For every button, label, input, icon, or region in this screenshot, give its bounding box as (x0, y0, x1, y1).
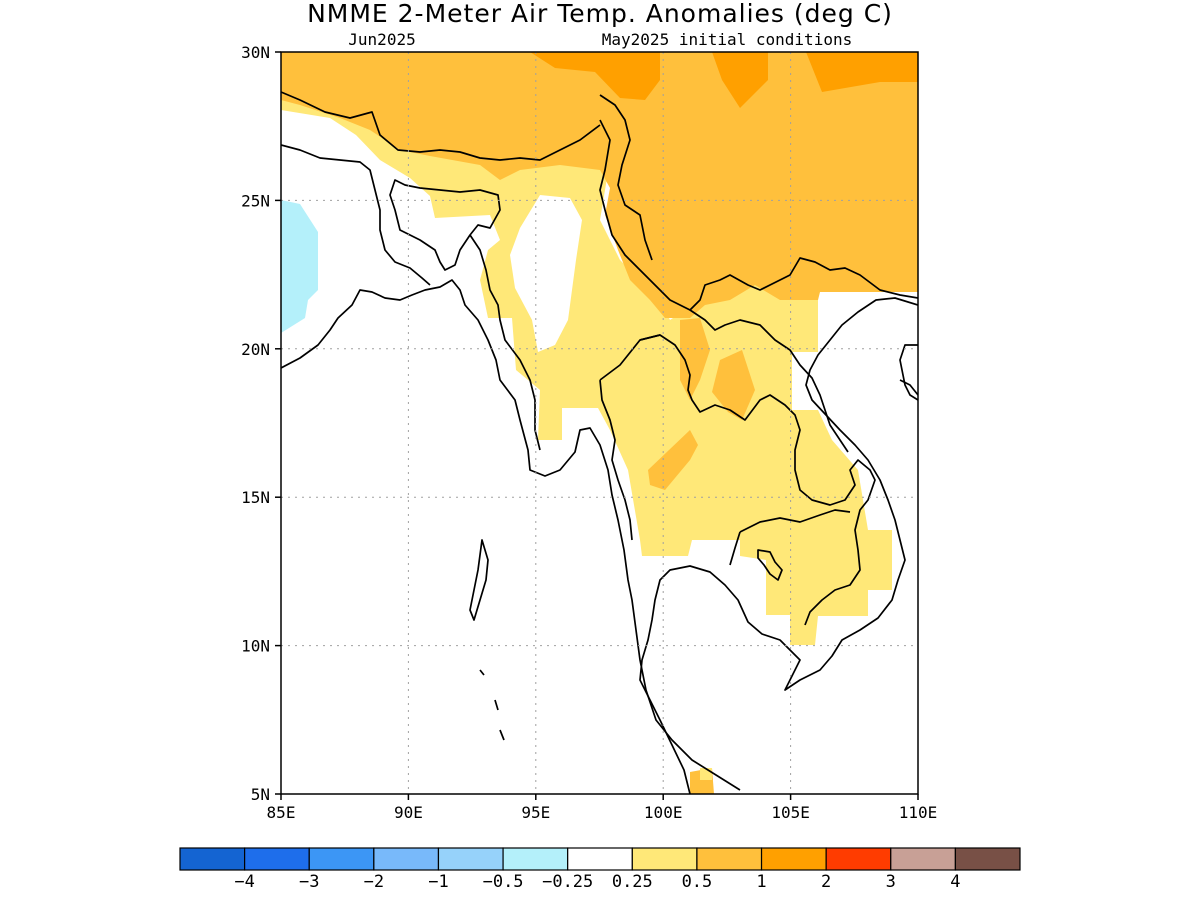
anomaly-region-negative-bay-of-bengal (281, 200, 318, 333)
colorbar-swatch (954, 847, 1021, 871)
colorbar-swatch (179, 847, 246, 871)
x-tick-label: 95E (521, 803, 550, 822)
lake-tonle-sap (757, 549, 783, 581)
x-axis-labels: 85E 90E 95E 100E 105E 110E (267, 803, 938, 822)
border-myanmar (469, 119, 918, 451)
border-india-north (281, 144, 431, 286)
border-laos-vietnam (689, 309, 849, 453)
x-tick-label: 110E (899, 803, 938, 822)
colorbar-swatch (244, 847, 310, 871)
anomaly-region-0.5-1-thailand (648, 430, 698, 490)
border-thailand-myanmar (599, 334, 661, 541)
near-normal-region-myanmar (510, 195, 582, 352)
x-tick-label: 105E (771, 803, 810, 822)
colorbar-label: 2 (821, 872, 831, 892)
colorbar-label: 0.25 (612, 872, 653, 892)
colorbar-label: −4 (234, 872, 254, 892)
map-gridlines (281, 52, 918, 794)
island-andaman (469, 539, 489, 621)
main-title: NMME 2-Meter Air Temp. Anomalies (deg C) (307, 0, 893, 28)
y-tick-label: 10N (241, 637, 270, 656)
border-bangladesh-east (389, 179, 501, 271)
border-china-east (599, 94, 653, 261)
colorbar-swatch (308, 847, 375, 871)
border-thailand-laos (639, 334, 876, 626)
anomaly-region-0.25-0.5-malaysia (700, 768, 712, 780)
colorbar: −4 −3 −2 −1 −0.5 −0.25 0.25 0.5 1 2 3 4 (179, 847, 1021, 892)
colorbar-swatch (890, 847, 956, 871)
colorbar-label: −1 (428, 872, 448, 892)
subtitle-initial-conditions: May2025 initial conditions (602, 30, 852, 49)
coastline-thailand-gulf (639, 297, 918, 794)
y-tick-label: 20N (241, 340, 270, 359)
colorbar-label: 1 (756, 872, 766, 892)
border-cambodia (729, 509, 851, 566)
y-tick-label: 5N (251, 785, 270, 804)
y-tick-label: 25N (241, 191, 270, 210)
colorbar-label: −2 (364, 872, 384, 892)
island-hainan (899, 379, 918, 396)
axis-tick-marks (275, 51, 919, 800)
subtitle-month: Jun2025 (348, 30, 415, 49)
colorbar-swatch (825, 847, 892, 871)
coastline-vietnam-north (899, 344, 918, 401)
anomaly-region-0.5-1-laos-east (712, 350, 755, 420)
island-nicobar (479, 669, 505, 741)
colorbar-swatch (567, 847, 633, 871)
colorbar-swatch (373, 847, 440, 871)
anomaly-region-0.25-0.5 (281, 100, 892, 645)
y-axis-labels: 5N 10N 15N 20N 25N 30N (241, 43, 270, 804)
y-tick-label: 15N (241, 488, 270, 507)
colorbar-swatch (502, 847, 569, 871)
colorbar-swatch (437, 847, 504, 871)
coastlines-and-borders (281, 91, 918, 794)
colorbar-label: 4 (950, 872, 960, 892)
anomaly-region-0.5-1-laos (680, 318, 710, 400)
colorbar-label: −0.5 (483, 872, 524, 892)
anomaly-region-1-2-east (806, 52, 918, 92)
anomaly-region-1-2-tibet (530, 52, 660, 100)
x-tick-label: 100E (644, 803, 683, 822)
anomaly-region-0.5-1 (281, 52, 918, 318)
colorbar-label: −0.25 (542, 872, 593, 892)
anomaly-region-1-2-yunnan (712, 52, 768, 108)
colorbar-label: 0.5 (682, 872, 713, 892)
colorbar-label: 3 (886, 872, 896, 892)
x-tick-label: 90E (394, 803, 423, 822)
coastline-india-bangladesh (281, 279, 741, 791)
colorbar-swatch (631, 847, 698, 871)
colorbar-swatch (696, 847, 763, 871)
border-nepal (281, 91, 601, 161)
y-tick-label: 30N (241, 43, 270, 62)
colorbar-label: −3 (299, 872, 319, 892)
map-frame (280, 51, 919, 795)
x-tick-label: 85E (267, 803, 296, 822)
map-plot-area: 85E 90E 95E 100E 105E 110E 5N 10N 15N 20… (241, 43, 937, 822)
colorbar-swatch (760, 847, 827, 871)
anomaly-fill-layer (281, 52, 918, 794)
